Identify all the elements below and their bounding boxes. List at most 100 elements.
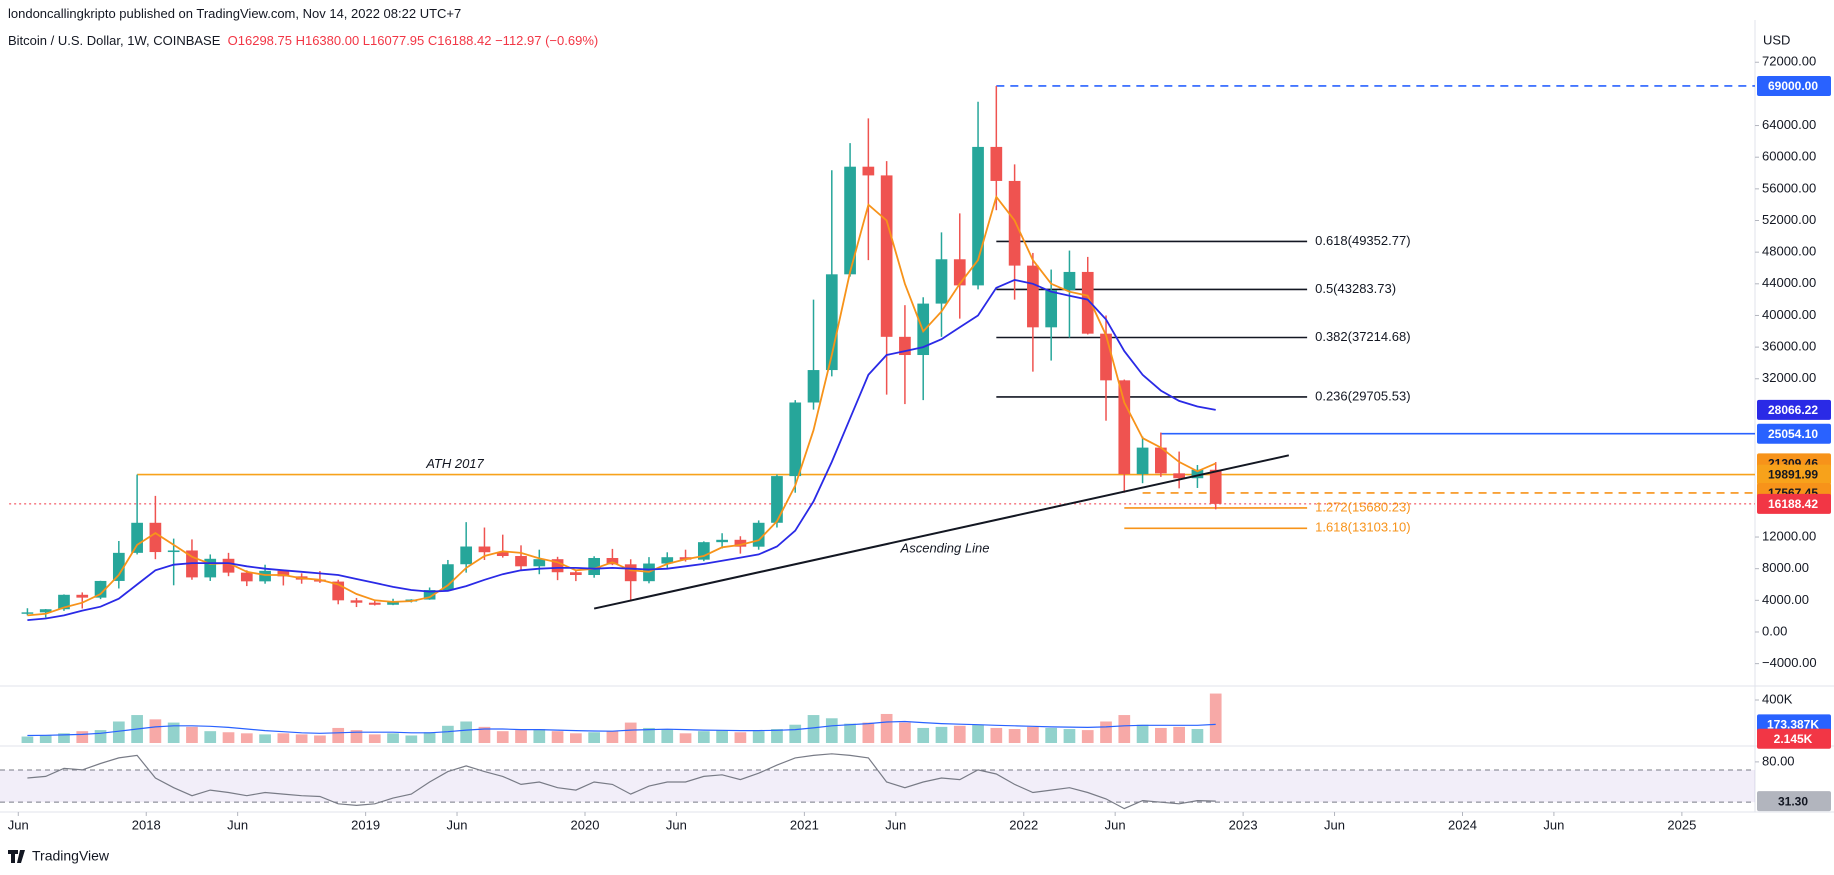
y-tick-label: 40000.00 — [1762, 307, 1816, 322]
candle-body — [167, 550, 180, 553]
fib-label: 1.618(13103.10) — [1315, 520, 1410, 535]
volume-bar — [314, 735, 326, 743]
volume-bar — [734, 732, 747, 743]
candle-body — [240, 572, 253, 582]
volume-bar — [222, 732, 235, 743]
volume-bar — [880, 713, 893, 743]
volume-bar — [1063, 729, 1076, 743]
x-tick-label: 2022 — [1009, 817, 1038, 832]
volume-bar — [1027, 726, 1039, 743]
y-tick-label: 4000.00 — [1762, 592, 1809, 607]
x-tick-label: Jun — [8, 817, 29, 832]
candle-body — [661, 557, 674, 564]
volume-bar — [295, 734, 308, 743]
candle-body — [21, 612, 34, 614]
volume-bar — [825, 718, 838, 743]
symbol-line: Bitcoin / U.S. Dollar, 1W, COINBASE O162… — [8, 33, 598, 48]
volume-bar — [112, 721, 125, 743]
candle-body — [131, 522, 143, 553]
candle-body — [716, 539, 728, 543]
volume-ma — [27, 720, 1216, 737]
volume-bar — [387, 733, 399, 743]
volume-bar — [1155, 727, 1167, 743]
x-tick-label: Jun — [1105, 817, 1126, 832]
candle-body — [1209, 469, 1222, 504]
candle-body — [423, 590, 436, 600]
candle-body — [460, 546, 473, 565]
candle-body — [825, 274, 838, 371]
candle-body — [1155, 447, 1167, 474]
x-tick-label: Jun — [1543, 817, 1564, 832]
y-tick-label: 8000.00 — [1762, 560, 1809, 575]
volume-bar — [1008, 729, 1021, 743]
rsi-tag-bg — [1757, 791, 1831, 812]
fib-label: 0.382(37214.68) — [1315, 329, 1410, 344]
candle-body — [588, 557, 600, 576]
volume-bar — [368, 734, 381, 743]
level-annotation: ATH 2017 — [425, 456, 484, 471]
volume-bar — [716, 730, 728, 743]
volume-bar — [496, 731, 509, 743]
moving-average — [27, 278, 1216, 621]
y-tick-label: 36000.00 — [1762, 339, 1816, 354]
volume-bar — [643, 727, 655, 743]
volume-bar — [862, 722, 875, 743]
volume-bar — [460, 721, 473, 743]
price-tag: 69000.00 — [1768, 79, 1818, 93]
volume-bar — [533, 729, 546, 743]
rsi-tag: 31.30 — [1778, 794, 1808, 808]
x-tick-label: Jun — [227, 817, 248, 832]
trend-label: Ascending Line — [900, 540, 990, 555]
rsi-band — [0, 769, 1755, 803]
volume-bar — [1045, 727, 1058, 743]
volume-bar — [58, 733, 70, 743]
price-tag-bg — [1757, 493, 1831, 514]
candle-body — [478, 546, 491, 553]
candle-body — [58, 594, 70, 610]
x-tick-label: Jun — [885, 817, 906, 832]
candle-body — [972, 146, 984, 286]
volume-bar — [624, 722, 637, 743]
candle-body — [204, 558, 217, 578]
candle-body — [1045, 290, 1058, 328]
candle-body — [899, 336, 911, 356]
volume-bar — [917, 727, 930, 743]
price-tag-bg — [1757, 75, 1831, 96]
volume-bar — [551, 731, 564, 743]
volume-bar — [442, 725, 454, 743]
candle-body — [332, 581, 345, 601]
candle-body — [94, 580, 107, 598]
candle-body — [277, 570, 290, 577]
candle-body — [1008, 180, 1021, 266]
volume-tag: 2.145K — [1774, 732, 1813, 746]
volume-bar — [844, 723, 856, 743]
candle-body — [935, 259, 948, 304]
brand: TradingView — [32, 848, 110, 864]
volume-bar — [423, 732, 436, 743]
volume-bar — [1100, 721, 1112, 743]
ohlc: O16298.75 H16380.00 L16077.95 C16188.42 … — [227, 33, 599, 48]
x-tick-label: Jun — [1324, 817, 1345, 832]
x-tick-label: 2018 — [132, 817, 161, 832]
volume-bar — [661, 729, 674, 743]
volume-bar — [204, 731, 217, 743]
moving-average — [27, 194, 1217, 617]
volume-bar — [935, 726, 948, 743]
trend-line — [593, 454, 1290, 610]
candle-body — [515, 556, 527, 567]
volume-bar — [21, 736, 34, 743]
x-tick-label: 2024 — [1448, 817, 1477, 832]
volume-bar — [1191, 729, 1204, 743]
y-tick-label: 80.00 — [1762, 753, 1795, 768]
price-tag: 19891.99 — [1768, 468, 1818, 482]
candle-body — [496, 552, 509, 557]
x-tick-label: Jun — [666, 817, 687, 832]
candle-body — [771, 476, 783, 523]
volume-bar — [240, 733, 253, 743]
volume-bar — [332, 727, 345, 743]
candle-body — [807, 370, 820, 403]
candle-body — [624, 564, 637, 582]
candle-body — [350, 600, 363, 603]
fib-label: 0.5(43283.73) — [1315, 281, 1396, 296]
y-tick-label: 48000.00 — [1762, 244, 1816, 259]
